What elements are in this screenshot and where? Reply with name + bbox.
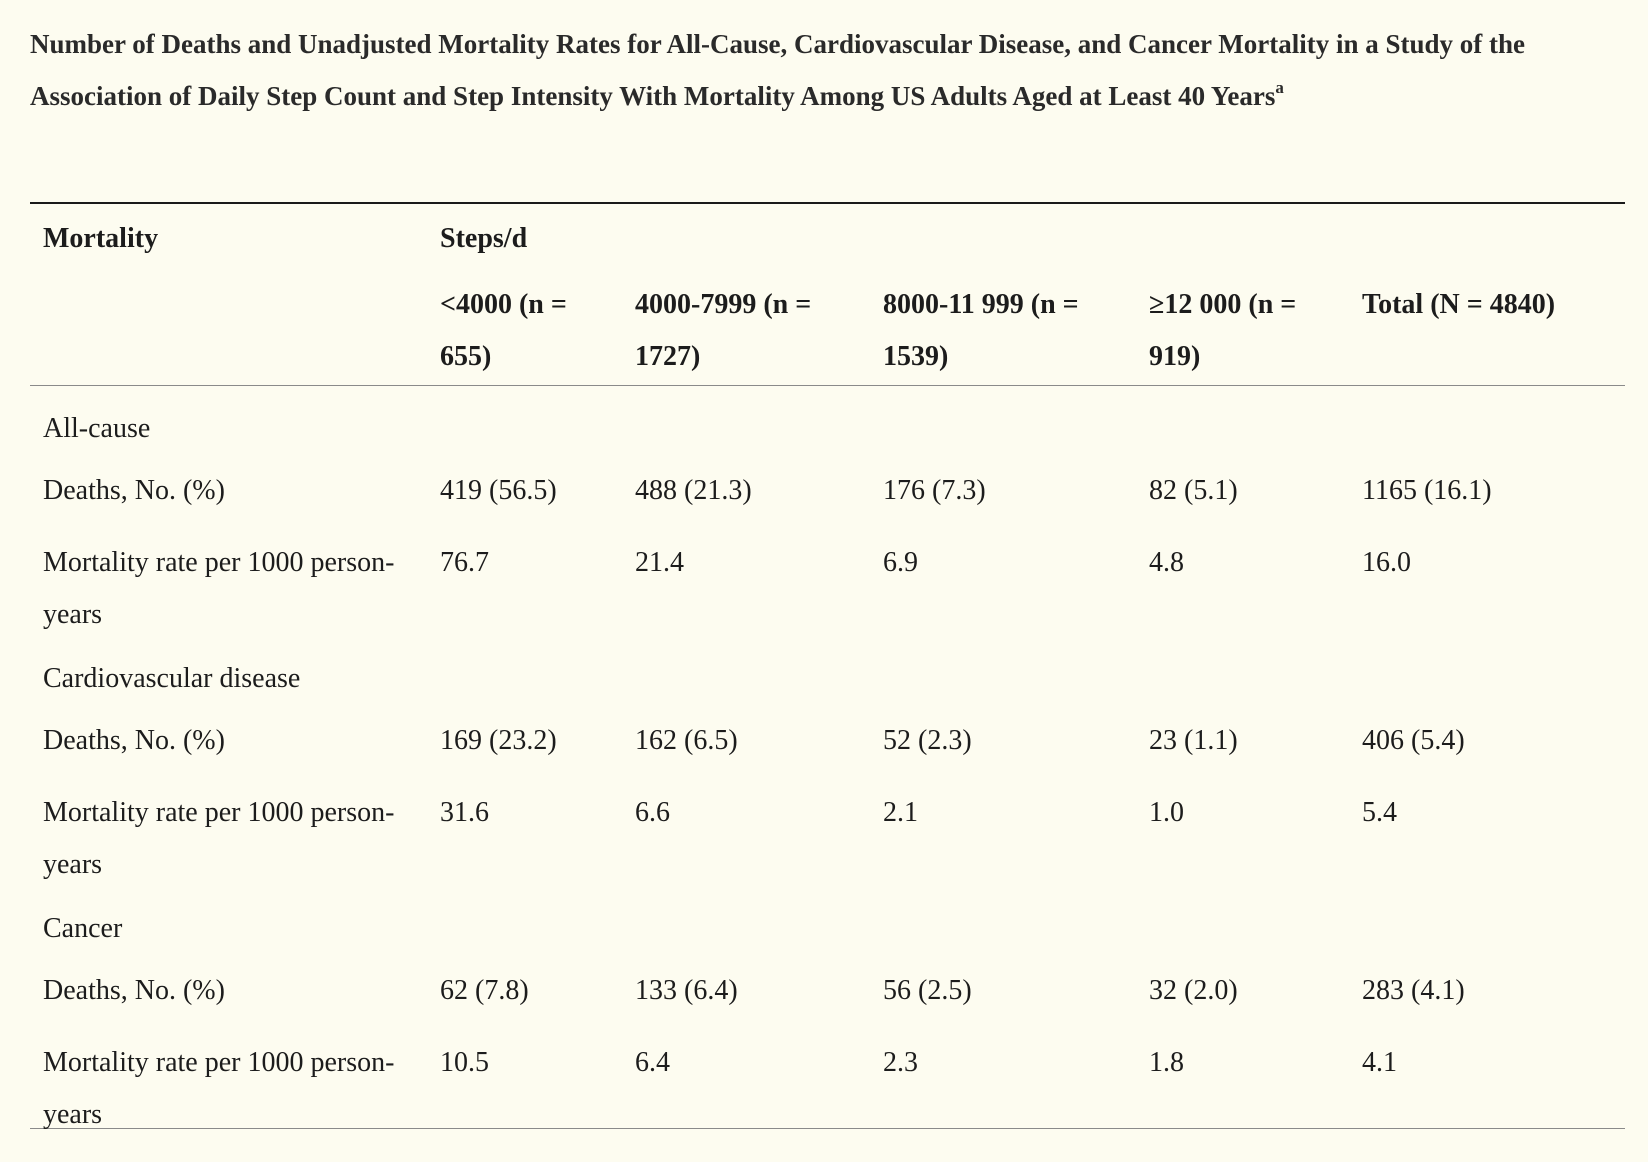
table-cell: 2.1 — [883, 797, 918, 828]
table-cell: 32 (2.0) — [1149, 975, 1238, 1006]
table-cell: 56 (2.5) — [883, 975, 972, 1006]
table-row: Mortality rate per 1000 person-years 76.… — [30, 527, 1625, 647]
row-label: Mortality rate per 1000 person-years — [43, 797, 395, 880]
section-label: Cancer — [43, 913, 123, 944]
table-cell: 1.8 — [1149, 1047, 1184, 1078]
table-cell: 4.1 — [1362, 1047, 1397, 1078]
header-empty-cell — [30, 273, 427, 391]
section-label: All-cause — [43, 413, 151, 444]
row-label: Mortality rate per 1000 person-years — [43, 547, 395, 630]
section-row-all-cause: All-cause — [30, 397, 1625, 455]
column-header: 8000-11 999 (n = 1539) — [883, 289, 1079, 372]
table-cell: 6.6 — [635, 797, 670, 828]
column-header: ≥12 000 (n = 919) — [1149, 289, 1297, 372]
title-footnote-marker: a — [1275, 78, 1284, 97]
table-title-text: Number of Deaths and Unadjusted Mortalit… — [30, 29, 1525, 111]
section-row-cancer: Cancer — [30, 897, 1625, 955]
table-cell: 2.3 — [883, 1047, 918, 1078]
table-cell: 162 (6.5) — [635, 725, 738, 756]
table-cell: 82 (5.1) — [1149, 475, 1238, 506]
table-cell: 1165 (16.1) — [1362, 475, 1492, 506]
row-label: Deaths, No. (%) — [43, 975, 225, 1006]
table-cell: 62 (7.8) — [440, 975, 529, 1006]
table-cell: 169 (23.2) — [440, 725, 557, 756]
column-header: <4000 (n = 655) — [440, 289, 567, 372]
table-cell: 419 (56.5) — [440, 475, 557, 506]
table-cell: 10.5 — [440, 1047, 489, 1078]
table-title: Number of Deaths and Unadjusted Mortalit… — [30, 18, 1590, 122]
header-steps-per-day: Steps/d — [440, 223, 528, 254]
table-cell: 176 (7.3) — [883, 475, 986, 506]
table-row: Mortality rate per 1000 person-years 10.… — [30, 1027, 1625, 1157]
header-row-columns: <4000 (n = 655) 4000-7999 (n = 1727) 800… — [30, 273, 1625, 391]
table-cell: 283 (4.1) — [1362, 975, 1465, 1006]
header-row-group: Mortality Steps/d — [30, 205, 1625, 273]
row-label: Deaths, No. (%) — [43, 475, 225, 506]
table-row: Deaths, No. (%) 419 (56.5) 488 (21.3) 17… — [30, 455, 1625, 527]
mortality-table: Mortality Steps/d <4000 (n = 655) 4000-7… — [30, 205, 1625, 1157]
table-cell: 31.6 — [440, 797, 489, 828]
table-row: Deaths, No. (%) 169 (23.2) 162 (6.5) 52 … — [30, 705, 1625, 777]
section-row-cardiovascular: Cardiovascular disease — [30, 647, 1625, 705]
table-cell: 6.9 — [883, 547, 918, 578]
table-bottom-rule — [30, 1128, 1625, 1129]
table-cell: 21.4 — [635, 547, 684, 578]
table-cell: 488 (21.3) — [635, 475, 752, 506]
row-label: Deaths, No. (%) — [43, 725, 225, 756]
table-row: Deaths, No. (%) 62 (7.8) 133 (6.4) 56 (2… — [30, 955, 1625, 1027]
table-cell: 1.0 — [1149, 797, 1184, 828]
table-cell: 16.0 — [1362, 547, 1411, 578]
table-header-rule — [30, 385, 1625, 386]
table-cell: 23 (1.1) — [1149, 725, 1238, 756]
table-cell: 133 (6.4) — [635, 975, 738, 1006]
header-mortality: Mortality — [43, 223, 159, 254]
table-cell: 4.8 — [1149, 547, 1184, 578]
table-cell: 5.4 — [1362, 797, 1397, 828]
table-cell: 406 (5.4) — [1362, 725, 1465, 756]
section-label: Cardiovascular disease — [43, 663, 301, 694]
column-header: 4000-7999 (n = 1727) — [635, 289, 812, 372]
table-cell: 52 (2.3) — [883, 725, 972, 756]
table-top-rule — [30, 202, 1625, 204]
row-label: Mortality rate per 1000 person-years — [43, 1047, 395, 1130]
table-cell: 6.4 — [635, 1047, 670, 1078]
table-row: Mortality rate per 1000 person-years 31.… — [30, 777, 1625, 897]
table-cell: 76.7 — [440, 547, 489, 578]
column-header: Total (N = 4840) — [1362, 289, 1556, 320]
